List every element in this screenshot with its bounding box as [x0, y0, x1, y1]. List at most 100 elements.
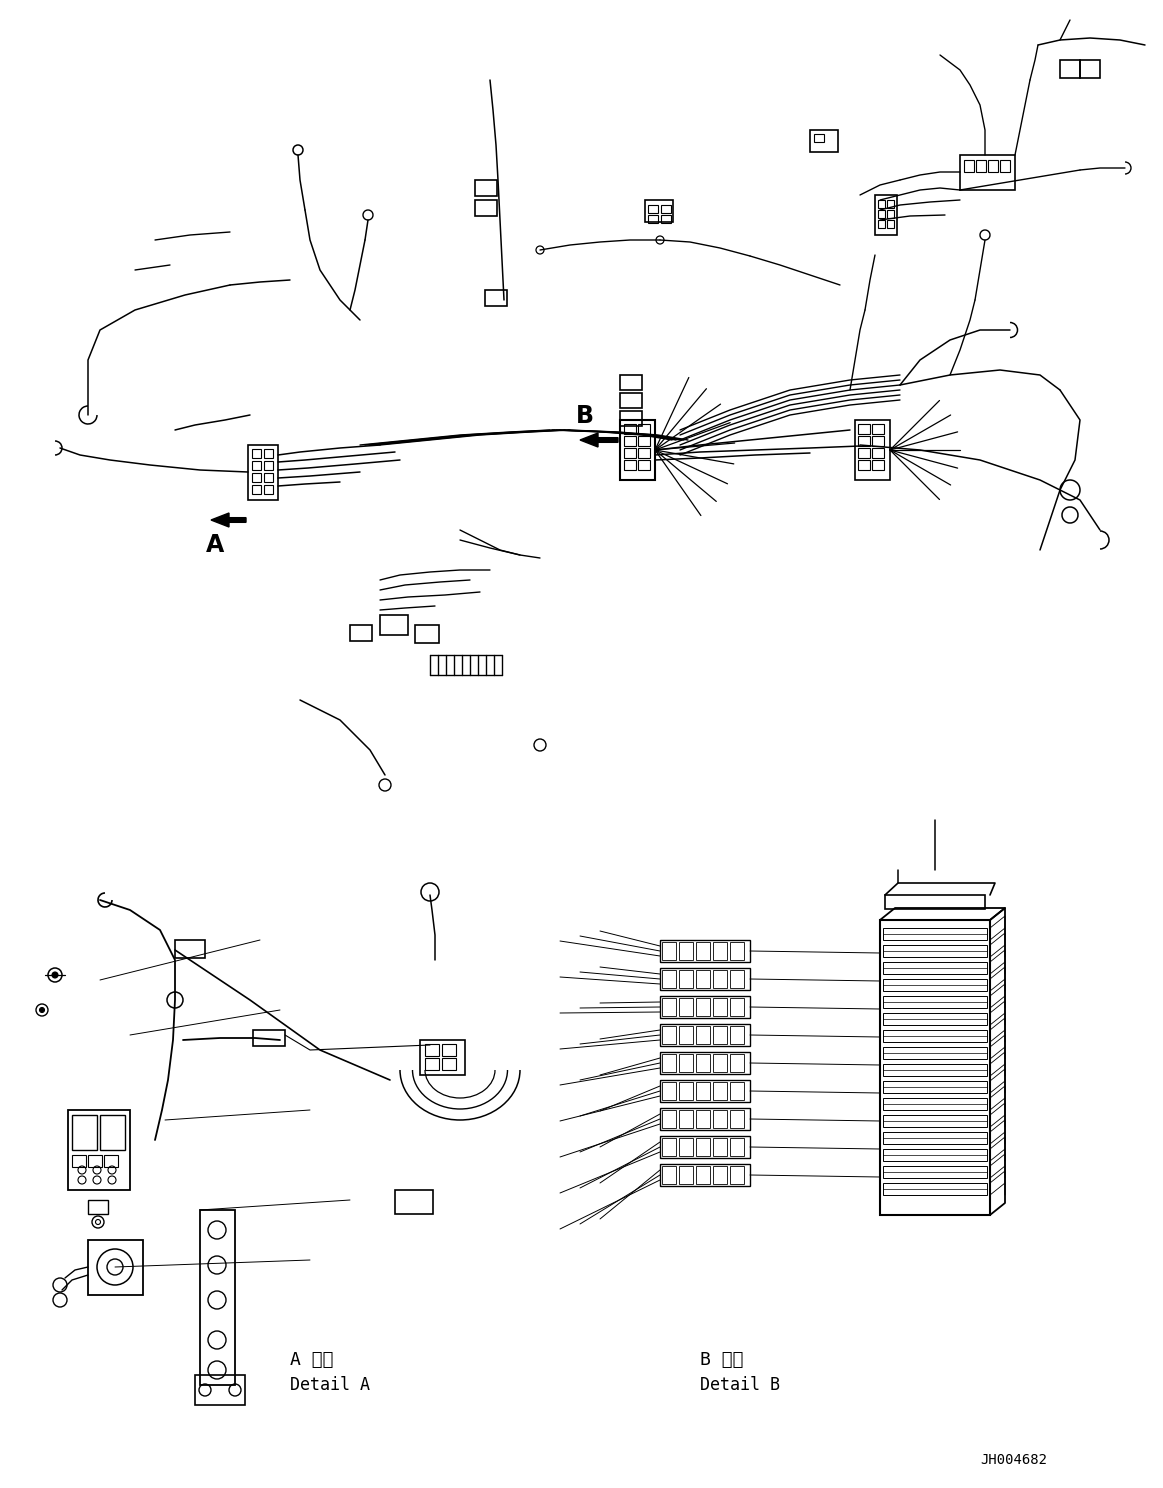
Bar	[989, 161, 998, 173]
Bar	[252, 473, 261, 482]
Bar	[730, 998, 744, 1016]
Bar	[659, 1052, 750, 1074]
Bar	[695, 1110, 709, 1128]
Bar	[662, 1027, 676, 1045]
Bar	[878, 199, 885, 208]
Bar	[72, 1115, 97, 1150]
Bar	[887, 199, 894, 208]
Bar	[730, 1027, 744, 1045]
Bar	[662, 998, 676, 1016]
Bar	[814, 134, 825, 141]
Bar	[659, 1024, 750, 1046]
Bar	[679, 1138, 693, 1156]
Bar	[883, 1013, 987, 1025]
FancyArrow shape	[580, 433, 618, 446]
Bar	[858, 460, 870, 470]
Text: JH004682: JH004682	[980, 1452, 1047, 1467]
Bar	[442, 1045, 456, 1056]
Bar	[713, 1054, 727, 1071]
Bar	[883, 1030, 987, 1042]
Bar	[809, 129, 839, 152]
Bar	[730, 970, 744, 988]
Bar	[625, 460, 636, 470]
Bar	[620, 375, 642, 390]
Bar	[380, 615, 408, 635]
Bar	[1080, 60, 1100, 77]
Bar	[252, 461, 261, 470]
Bar	[883, 1183, 987, 1195]
Bar	[883, 1098, 987, 1110]
Bar	[648, 214, 658, 223]
Bar	[872, 460, 884, 470]
Bar	[883, 1064, 987, 1076]
Bar	[415, 625, 438, 643]
Bar	[887, 210, 894, 219]
Bar	[730, 1054, 744, 1071]
Bar	[883, 963, 987, 975]
Bar	[855, 420, 890, 481]
Bar	[679, 998, 693, 1016]
Bar	[174, 940, 205, 958]
Bar	[620, 393, 642, 408]
Bar	[713, 998, 727, 1016]
Bar	[67, 1110, 130, 1190]
Bar	[659, 1164, 750, 1186]
Bar	[662, 1054, 676, 1071]
Bar	[887, 220, 894, 228]
Bar	[695, 970, 709, 988]
Bar	[695, 998, 709, 1016]
Bar	[883, 995, 987, 1007]
Bar	[252, 449, 261, 458]
Bar	[659, 995, 750, 1018]
Bar	[200, 1210, 235, 1385]
Bar	[883, 1115, 987, 1126]
Bar	[713, 942, 727, 960]
Bar	[883, 945, 987, 957]
Bar	[730, 1082, 744, 1100]
Bar	[878, 220, 885, 228]
Bar	[264, 485, 273, 494]
Bar	[620, 411, 642, 426]
Bar	[659, 1109, 750, 1129]
Bar	[485, 290, 507, 307]
Bar	[713, 1167, 727, 1184]
Bar	[659, 1135, 750, 1158]
Bar	[620, 420, 655, 481]
Bar	[679, 1027, 693, 1045]
Bar	[679, 970, 693, 988]
Bar	[638, 424, 650, 434]
Bar	[713, 970, 727, 988]
Bar	[662, 1110, 676, 1128]
Bar	[195, 1375, 245, 1405]
Bar	[872, 448, 884, 458]
Bar	[645, 199, 673, 222]
Text: B 詳細: B 詳細	[700, 1351, 743, 1369]
Bar	[72, 1155, 86, 1167]
Bar	[420, 1040, 465, 1074]
Bar	[858, 424, 870, 434]
Bar	[662, 1082, 676, 1100]
Bar	[88, 1240, 143, 1295]
Bar	[638, 436, 650, 446]
Bar	[713, 1110, 727, 1128]
Text: A 詳細: A 詳細	[290, 1351, 334, 1369]
Bar	[104, 1155, 117, 1167]
Bar	[661, 214, 671, 223]
Bar	[648, 205, 658, 213]
Bar	[883, 1080, 987, 1094]
Bar	[88, 1155, 102, 1167]
FancyArrow shape	[211, 513, 247, 527]
Bar	[679, 942, 693, 960]
Bar	[88, 1199, 108, 1214]
Bar	[625, 436, 636, 446]
Bar	[659, 969, 750, 990]
Bar	[883, 979, 987, 991]
Bar	[959, 155, 1015, 190]
Bar	[880, 920, 990, 1216]
Bar	[858, 436, 870, 446]
Bar	[872, 436, 884, 446]
Bar	[625, 448, 636, 458]
Bar	[442, 1058, 456, 1070]
Bar	[695, 1082, 709, 1100]
Bar	[638, 448, 650, 458]
